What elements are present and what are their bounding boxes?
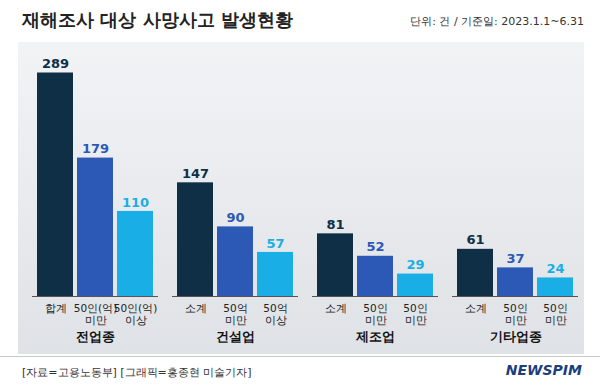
svg-text:289: 289 bbox=[42, 56, 69, 71]
svg-text:37: 37 bbox=[506, 251, 524, 266]
svg-text:50인(억)이상: 50인(억)이상 bbox=[114, 302, 158, 326]
svg-text:50억이상: 50억이상 bbox=[263, 302, 287, 326]
svg-text:90: 90 bbox=[226, 210, 244, 225]
svg-text:소계: 소계 bbox=[465, 302, 487, 314]
html-text:재해조사 대상 사망사고 발생현황: 재해조사 대상 사망사고 발생현황 bbox=[22, 9, 293, 30]
svg-text:50억미만: 50억미만 bbox=[223, 302, 247, 326]
svg-text:61: 61 bbox=[466, 232, 484, 247]
svg-text:소계: 소계 bbox=[185, 302, 207, 314]
svg-text:81: 81 bbox=[326, 217, 344, 232]
svg-text:합계: 합계 bbox=[45, 302, 67, 314]
svg-text:24: 24 bbox=[546, 261, 564, 276]
html-text:NEWSPIM: NEWSPIM bbox=[505, 362, 582, 378]
svg-text:제조업: 제조업 bbox=[355, 329, 395, 344]
svg-text:건설업: 건설업 bbox=[216, 329, 255, 344]
svg-text:52: 52 bbox=[366, 239, 384, 254]
svg-text:50인미만: 50인미만 bbox=[543, 302, 567, 326]
html-text:단위: 건 / 기준일: 2023.1.1~6.31: 단위: 건 / 기준일: 2023.1.1~6.31 bbox=[410, 15, 584, 28]
svg-text:29: 29 bbox=[406, 257, 424, 272]
svg-text:147: 147 bbox=[182, 166, 209, 181]
svg-text:50인미만: 50인미만 bbox=[403, 302, 427, 326]
svg-text:기타업종: 기타업종 bbox=[490, 329, 542, 344]
svg-text:50인(억)미만: 50인(억)미만 bbox=[74, 302, 118, 326]
svg-text:전업종: 전업종 bbox=[76, 329, 115, 344]
svg-text:110: 110 bbox=[122, 195, 149, 210]
svg-text:57: 57 bbox=[266, 236, 284, 251]
svg-text:50인미만: 50인미만 bbox=[363, 302, 387, 326]
svg-text:소계: 소계 bbox=[325, 302, 347, 314]
svg-text:179: 179 bbox=[82, 141, 109, 156]
svg-text:50인미만: 50인미만 bbox=[503, 302, 527, 326]
html-text:[자료=고용노동부] [그래픽=홍종현 미술기자]: [자료=고용노동부] [그래픽=홍종현 미술기자] bbox=[22, 366, 252, 379]
